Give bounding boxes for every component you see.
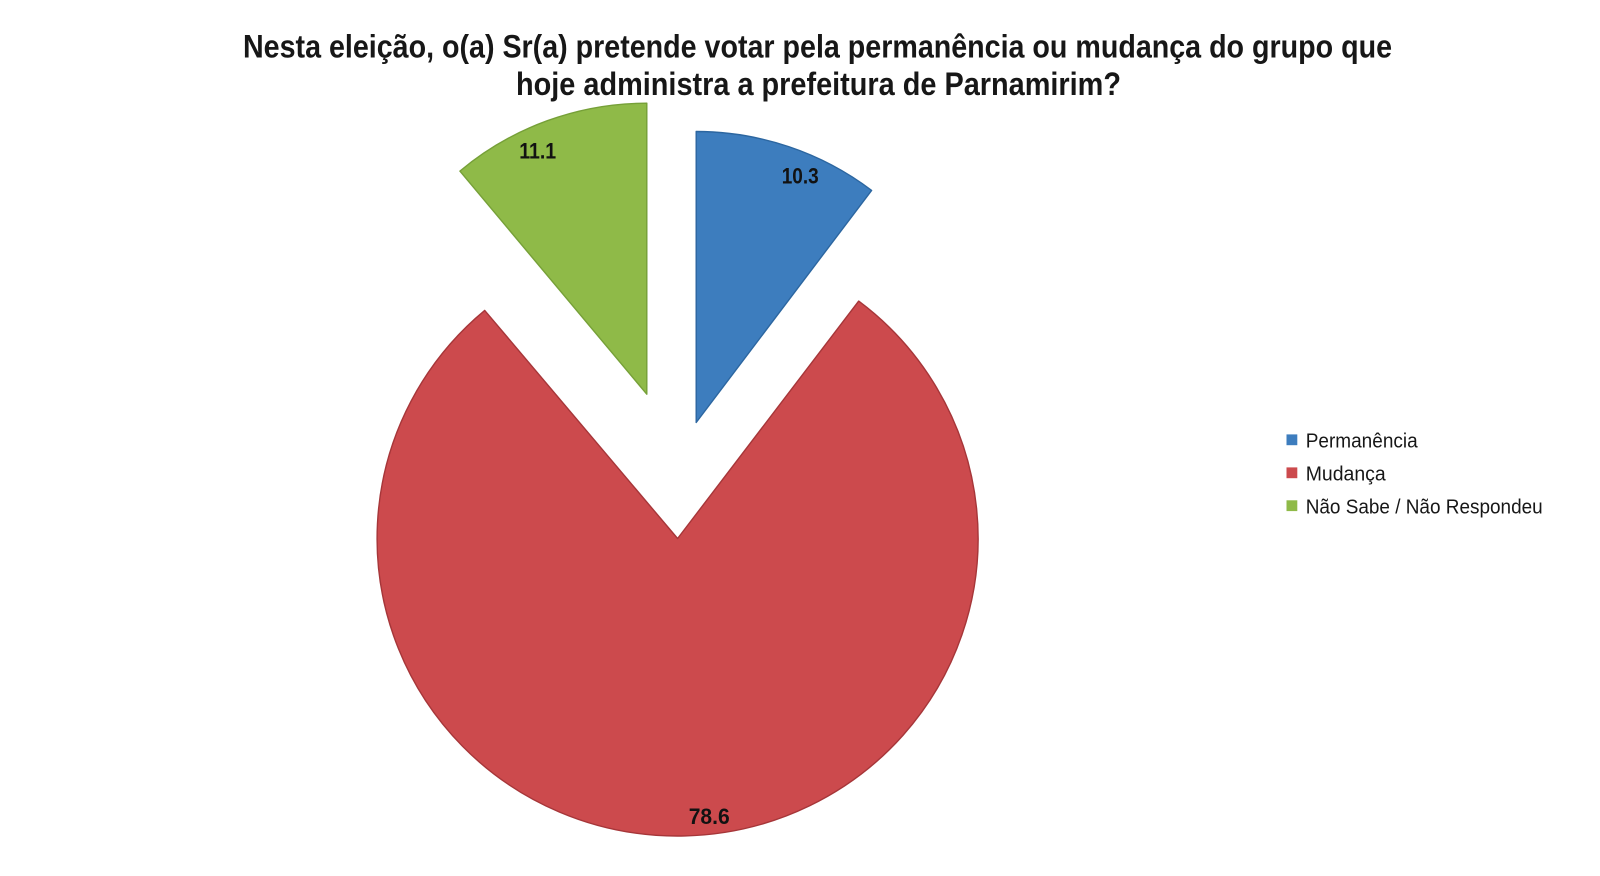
svg-text:Não Sabe / Não Respondeu: Não Sabe / Não Respondeu <box>1306 496 1543 518</box>
svg-text:Nesta eleição, o(a) Sr(a) pret: Nesta eleição, o(a) Sr(a) pretende votar… <box>243 29 1392 65</box>
svg-text:Permanência: Permanência <box>1306 431 1419 453</box>
svg-text:Mudança: Mudança <box>1306 464 1387 486</box>
svg-text:hoje administra a prefeitura d: hoje administra a prefeitura de Parnamir… <box>516 66 1121 102</box>
svg-text:10.3: 10.3 <box>782 163 819 188</box>
svg-text:78.6: 78.6 <box>689 804 730 829</box>
svg-text:11.1: 11.1 <box>519 138 556 163</box>
